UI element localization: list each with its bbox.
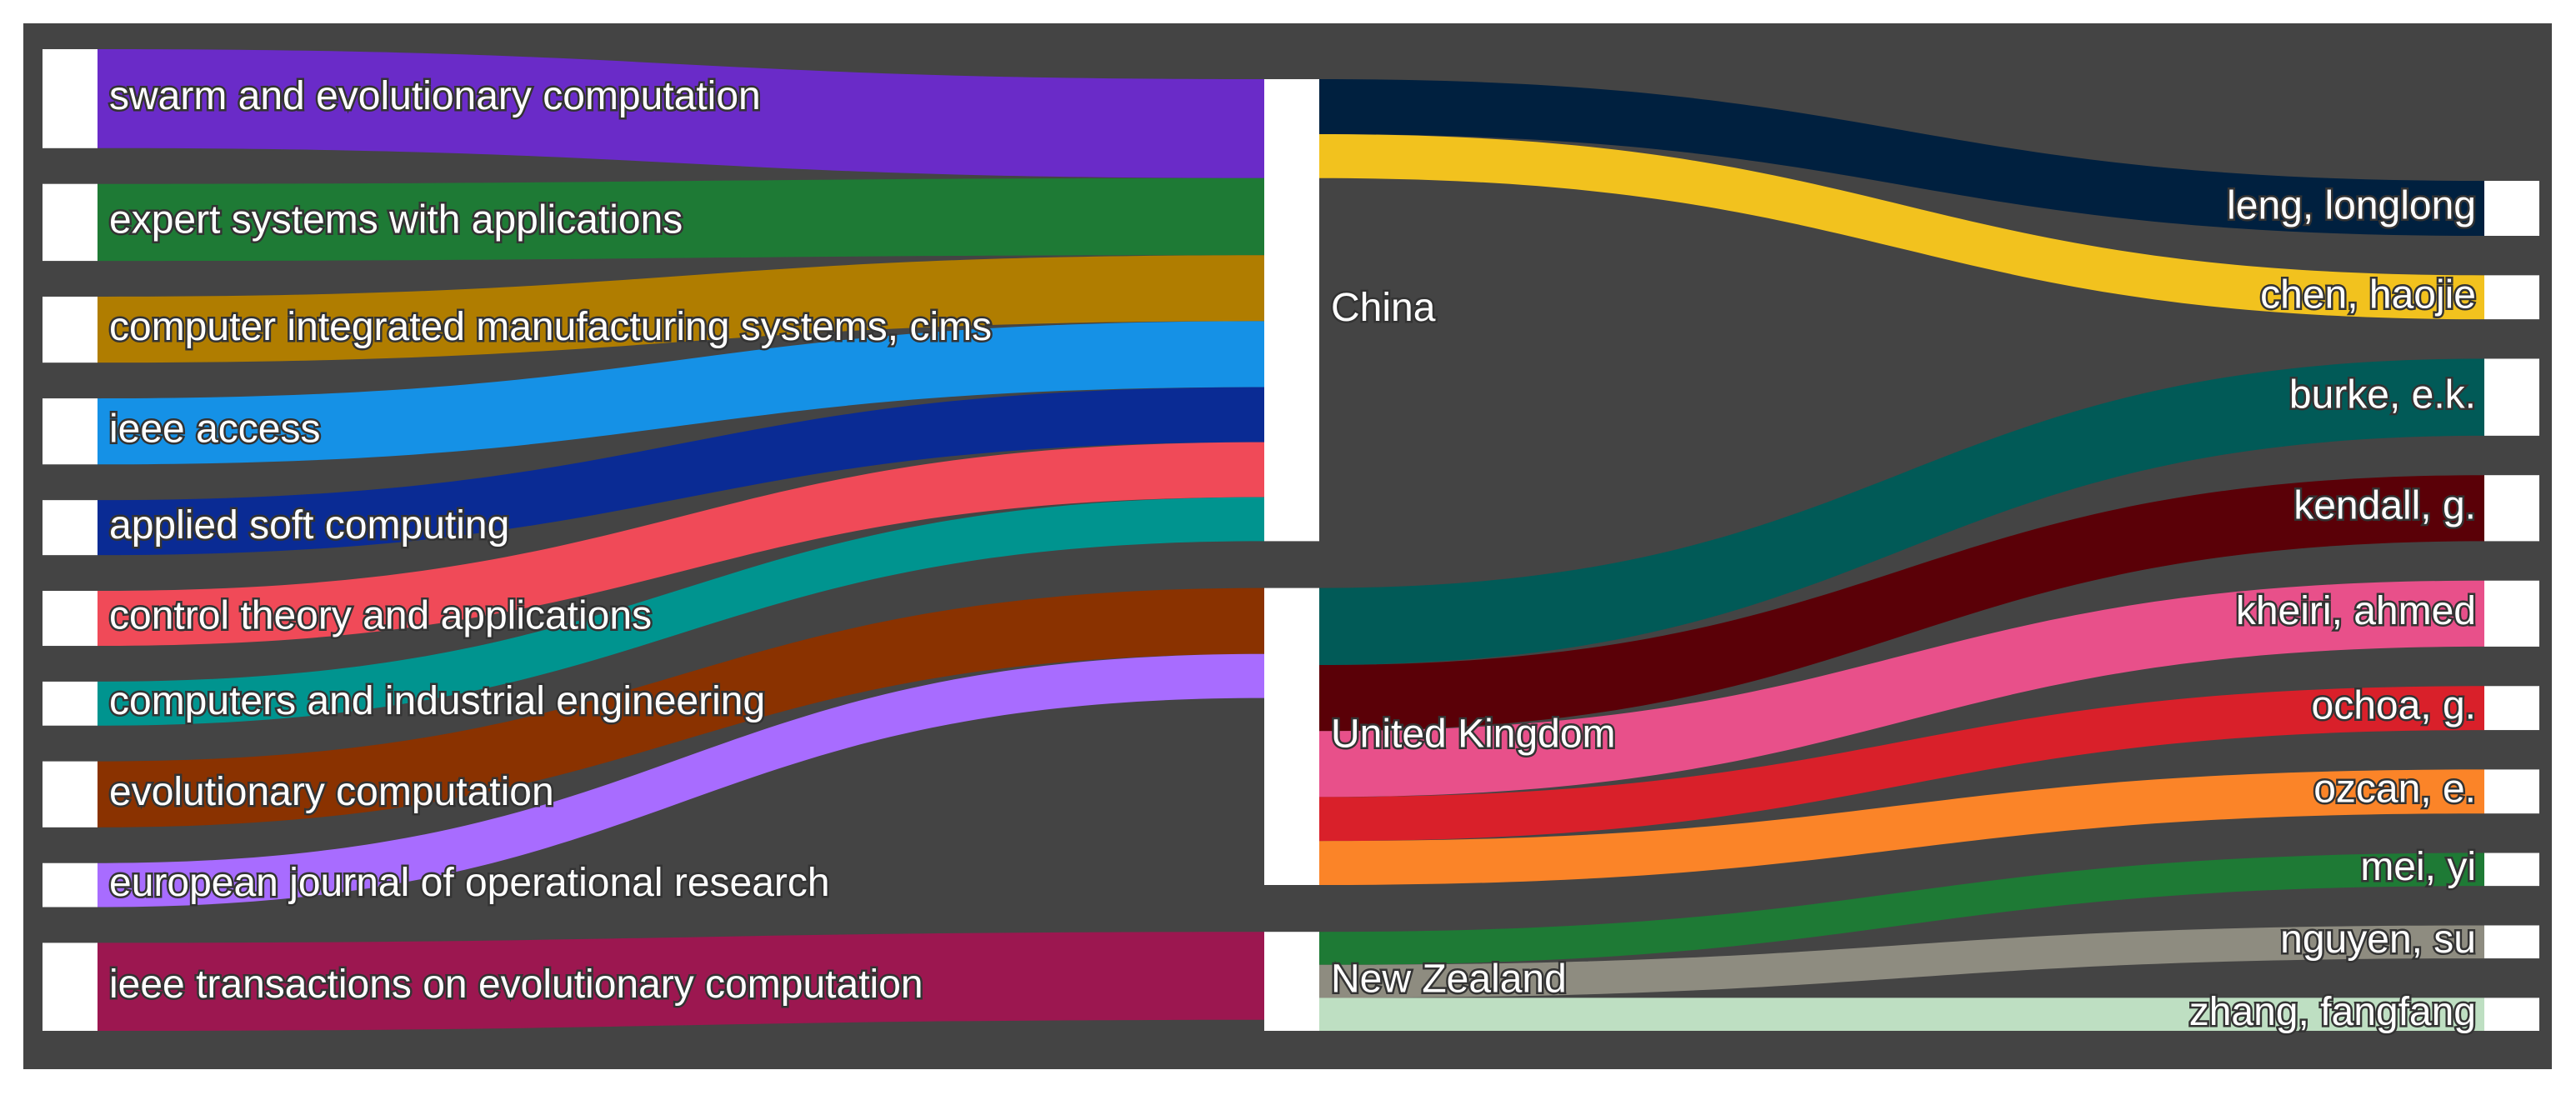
node	[43, 398, 98, 465]
node-label: ochoa, g.	[2312, 683, 2476, 728]
flow-link	[98, 49, 1264, 178]
flow-link	[98, 178, 1264, 262]
flow-link	[1319, 134, 2484, 320]
node-label: nguyen, su	[2280, 918, 2476, 962]
node-label: swarm and evolutionary computation	[109, 74, 761, 118]
node	[43, 183, 98, 262]
node-label: United Kingdom	[1331, 712, 1616, 756]
node	[2484, 475, 2539, 542]
flow-link	[98, 321, 1264, 465]
flow-link	[1319, 925, 2484, 998]
node	[43, 942, 98, 1031]
flow-link	[1319, 580, 2484, 798]
node	[2484, 580, 2539, 647]
flow-link	[98, 932, 1264, 1031]
node-label: computers and industrial engineering	[109, 679, 765, 723]
node	[1264, 588, 1319, 885]
node-label: ozcan, e.	[2313, 767, 2476, 811]
node-label: computer integrated manufacturing system…	[109, 305, 992, 349]
node-label: control theory and applications	[109, 594, 652, 638]
flow-link	[98, 387, 1264, 556]
node-label: chen, haojie	[2260, 272, 2476, 317]
flow-link	[1319, 79, 2484, 236]
flow-link	[1319, 686, 2484, 842]
flow-link	[1319, 769, 2484, 885]
node	[1264, 79, 1319, 542]
node	[2484, 769, 2539, 814]
node-label: ieee access	[109, 407, 320, 451]
node	[43, 296, 98, 363]
node	[43, 761, 98, 828]
flow-link	[98, 588, 1264, 828]
flow-link	[98, 497, 1264, 726]
node-label: european journal of operational research	[109, 861, 830, 905]
node	[43, 49, 98, 148]
node-label: ieee transactions on evolutionary comput…	[109, 962, 923, 1007]
node-label: burke, e.k.	[2289, 372, 2476, 417]
node-label: expert systems with applications	[109, 198, 683, 242]
node	[43, 591, 98, 647]
node-label: applied soft computing	[109, 503, 509, 548]
node-label: leng, longlong	[2227, 184, 2476, 228]
node	[2484, 852, 2539, 887]
node-label: mei, yi	[2360, 845, 2476, 889]
node-label: kheiri, ahmed	[2236, 589, 2476, 633]
node-label: kendall, g.	[2293, 483, 2476, 528]
node-label: China	[1331, 286, 1436, 330]
node	[2484, 181, 2539, 236]
flow-link	[98, 255, 1264, 363]
node	[43, 681, 98, 726]
flow-link	[98, 653, 1264, 908]
node	[2484, 686, 2539, 731]
node	[1264, 932, 1319, 1031]
flow-link	[1319, 358, 2484, 665]
flow-link	[1319, 998, 2484, 1031]
node	[43, 862, 98, 908]
node-label: New Zealand	[1331, 957, 1567, 1001]
node	[2484, 925, 2539, 959]
flow-link	[98, 442, 1264, 647]
node	[2484, 275, 2539, 320]
flow-link	[1319, 475, 2484, 732]
node	[2484, 998, 2539, 1031]
node-label: zhang, fangfang	[2189, 990, 2476, 1034]
flow-link	[1319, 852, 2484, 965]
node	[43, 500, 98, 556]
node-label: evolutionary computation	[109, 770, 554, 814]
node	[2484, 358, 2539, 436]
